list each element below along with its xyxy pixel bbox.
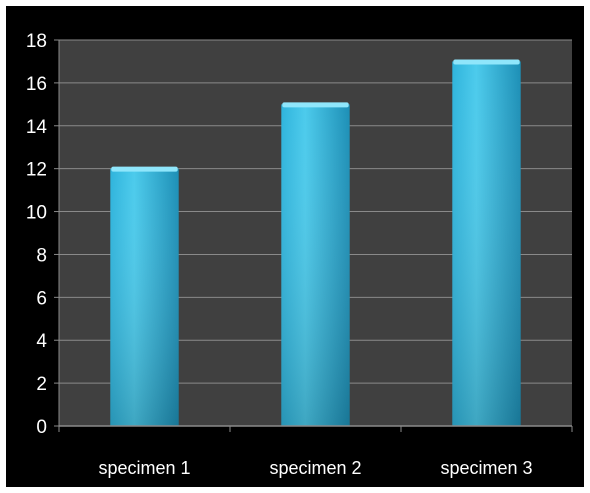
y-tick-label: 14	[26, 117, 48, 138]
y-tick-label: 16	[26, 74, 47, 95]
y-tick-label: 6	[36, 288, 47, 309]
y-tick-label: 12	[26, 160, 47, 181]
y-axis-ticks: 0 2 4 6 8 10 12 14 16 18	[26, 31, 59, 438]
bar	[281, 102, 350, 426]
bars	[110, 59, 521, 426]
y-tick-label: 0	[36, 417, 47, 438]
x-category-label: specimen 1	[98, 458, 190, 478]
y-tick-label: 10	[26, 203, 47, 224]
y-tick-label: 18	[26, 31, 47, 52]
x-category-label: specimen 3	[440, 458, 532, 478]
x-category-label: specimen 2	[269, 458, 361, 478]
x-axis	[58, 40, 573, 432]
y-tick-label: 8	[36, 245, 47, 266]
bar	[452, 59, 521, 426]
bar	[110, 166, 179, 426]
x-axis-labels: specimen 1 specimen 2 specimen 3	[98, 458, 532, 478]
y-tick-label: 2	[36, 374, 47, 395]
y-tick-label: 4	[36, 331, 47, 352]
